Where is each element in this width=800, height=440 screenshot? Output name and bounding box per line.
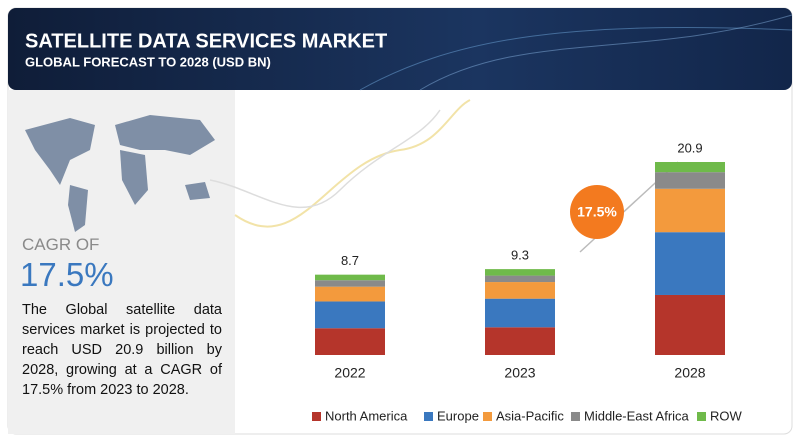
- legend-swatch: [697, 412, 706, 421]
- total-label: 8.7: [341, 253, 359, 268]
- bar-segment: [485, 327, 555, 355]
- cagr-bubble: [570, 185, 624, 239]
- bar-segment: [655, 294, 725, 355]
- bar-segment: [315, 274, 385, 281]
- bar-segment: [655, 162, 725, 173]
- bar-segment: [485, 275, 555, 283]
- legend-swatch: [571, 412, 580, 421]
- header-streak: [419, 14, 793, 91]
- legend-label: Asia-Pacific: [496, 408, 564, 423]
- legend-swatch: [424, 412, 433, 421]
- legend-swatch: [312, 412, 321, 421]
- x-tick-label: 2022: [334, 365, 365, 381]
- legend-label: North America: [325, 408, 408, 423]
- decor-curve: [234, 99, 471, 228]
- bar-segment: [485, 282, 555, 299]
- header-streak: [359, 27, 793, 91]
- bar-segment: [655, 172, 725, 189]
- bar-segment: [315, 280, 385, 287]
- description: The Global satellite data services marke…: [22, 302, 222, 398]
- x-tick-label: 2028: [674, 365, 705, 381]
- legend-label: Middle-East Africa: [584, 408, 690, 423]
- subtitle: GLOBAL FORECAST TO 2028 (USD BN): [25, 54, 271, 69]
- bar-segment: [655, 232, 725, 295]
- bar-segment: [315, 301, 385, 329]
- cagr-label: CAGR OF: [22, 235, 100, 254]
- bar-segment: [485, 269, 555, 276]
- decor-curve: [209, 109, 441, 209]
- legend-label: Europe: [437, 408, 479, 423]
- legend-label: ROW: [710, 408, 743, 423]
- total-label: 20.9: [677, 140, 702, 155]
- bar-segment: [315, 328, 385, 355]
- world-map: [25, 115, 215, 232]
- total-label: 9.3: [511, 248, 529, 263]
- x-tick-label: 2023: [504, 365, 535, 381]
- legend-swatch: [483, 412, 492, 421]
- cagr-value: 17.5%: [20, 256, 114, 293]
- cagr-bubble-text: 17.5%: [577, 204, 617, 220]
- title: SATELLITE DATA SERVICES MARKET: [25, 30, 387, 52]
- header-band: [8, 8, 792, 90]
- bar-segment: [315, 286, 385, 302]
- bar-segment: [655, 188, 725, 233]
- bar-segment: [485, 298, 555, 328]
